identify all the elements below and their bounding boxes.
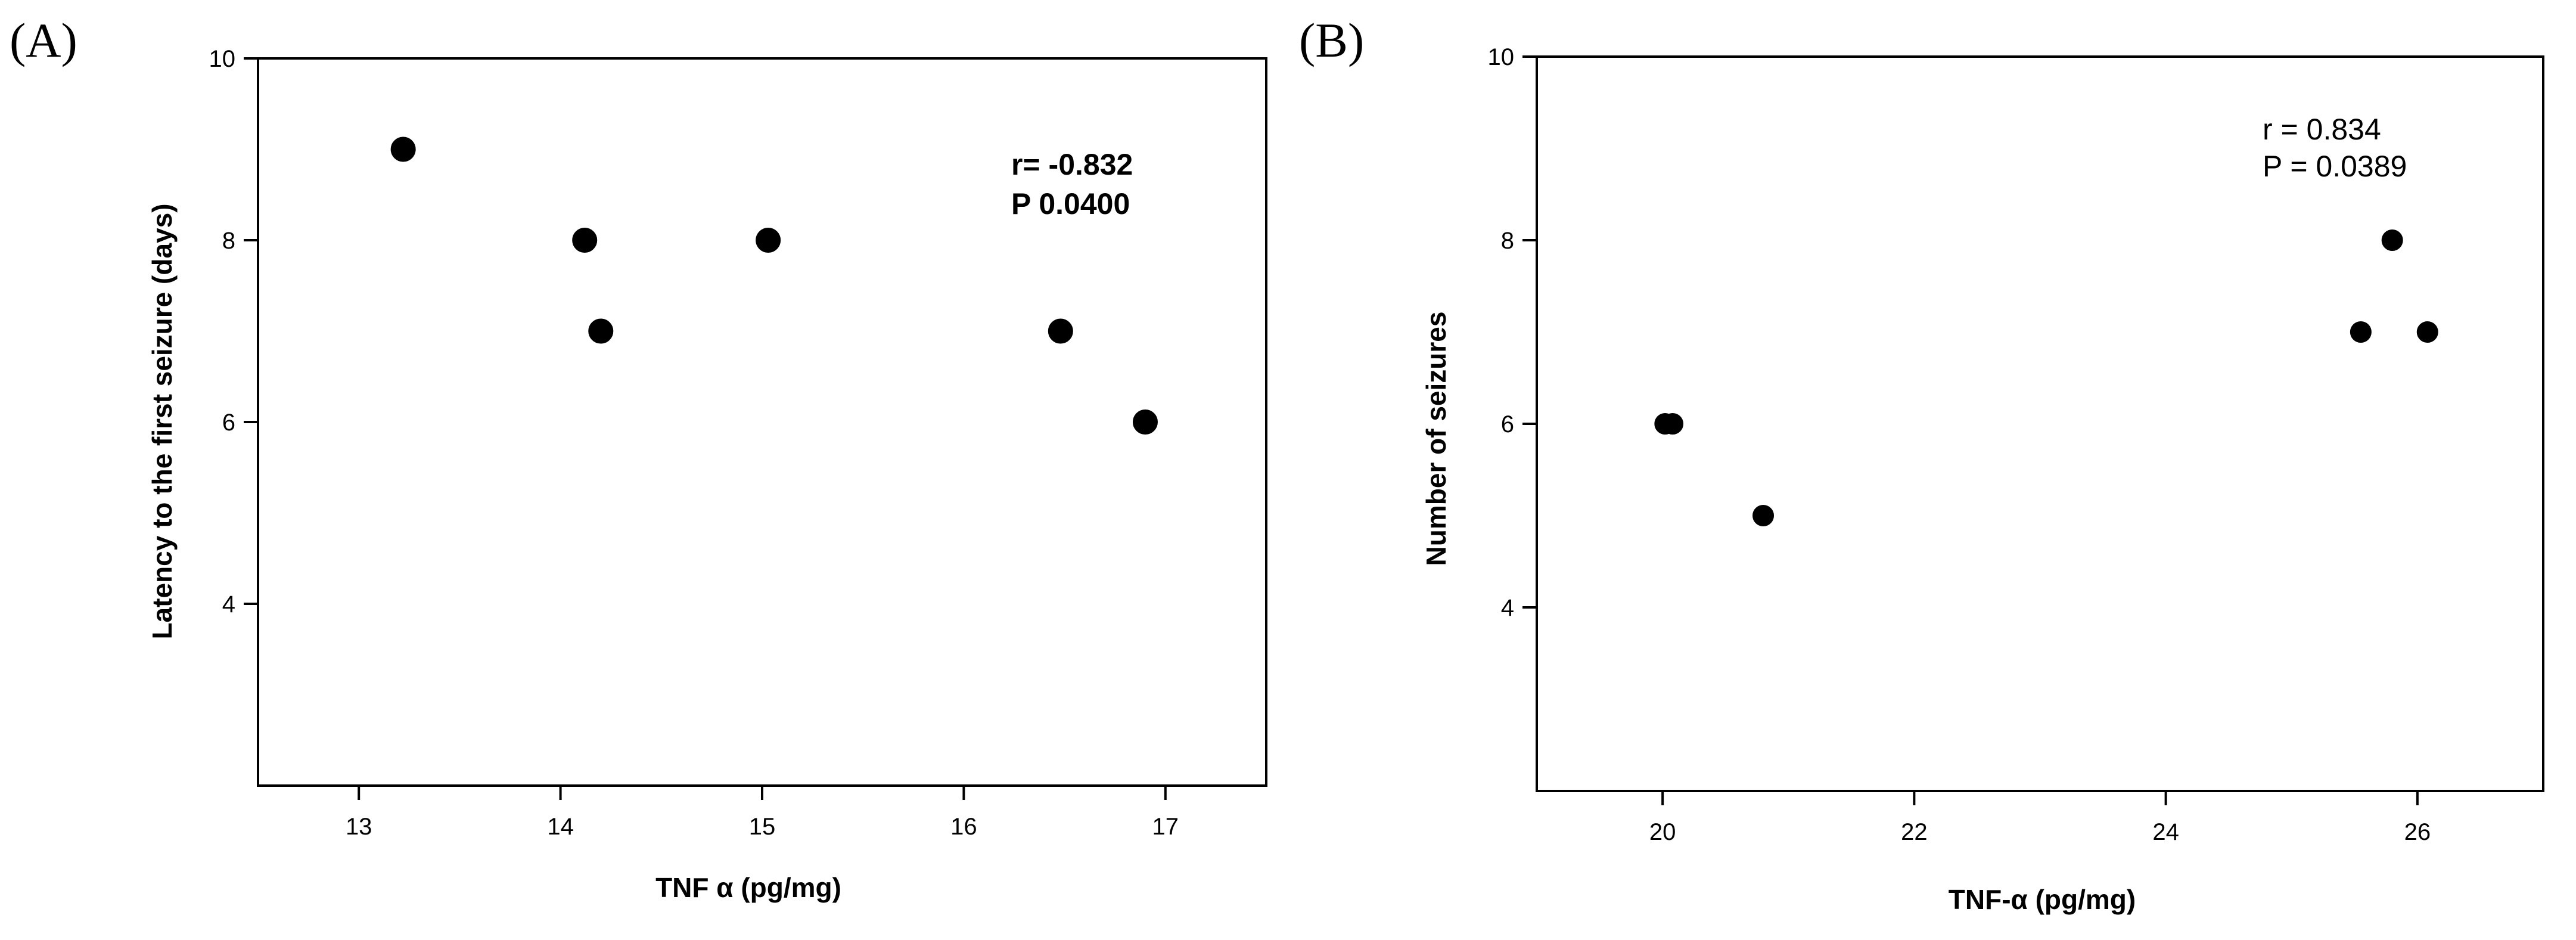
x-tick-label-a: 14: [547, 814, 574, 840]
data-point-b: [1752, 505, 1775, 526]
y-tick-label-b: 6: [1501, 411, 1514, 438]
panel-b: (B) 20 22 24 26 4 6 8 10 TNF-α (pg/mg) Number o…: [1299, 13, 2544, 915]
y-tick-label-a: 4: [222, 591, 235, 618]
data-point-a: [756, 228, 781, 253]
annotation-r-b: r = 0.834: [2263, 113, 2381, 146]
x-tick-label-b: 26: [2404, 819, 2431, 845]
annotation-p-a: P 0.0400: [1011, 187, 1130, 221]
panel-label-a: (A): [10, 13, 77, 67]
x-tick-label-b: 24: [2152, 819, 2179, 845]
y-tick-label-b: 10: [1488, 44, 1515, 70]
annotation-r-a: r= -0.832: [1011, 148, 1133, 181]
ticks-a: 13 14 15 16 17 4 6 8 10: [209, 46, 1179, 840]
data-point-b: [1662, 413, 1684, 435]
x-tick-label-a: 17: [1152, 814, 1179, 840]
data-point-b: [2381, 229, 2403, 251]
x-tick-label-a: 16: [950, 814, 977, 840]
y-tick-label-b: 4: [1501, 595, 1514, 621]
x-axis-title-b: TNF-α (pg/mg): [1949, 884, 2136, 915]
y-tick-label-b: 8: [1501, 228, 1514, 254]
data-point-b: [2350, 321, 2372, 343]
y-tick-label-a: 10: [209, 46, 236, 72]
y-axis-title-b: Number of seizures: [1421, 312, 1452, 566]
data-point-a: [1132, 409, 1158, 435]
panel-label-b: (B): [1299, 13, 1364, 67]
x-axis-title-a: TNF α (pg/mg): [655, 872, 841, 903]
data-point-a: [390, 136, 416, 162]
data-point-a: [1048, 318, 1073, 344]
y-tick-label-a: 6: [222, 409, 235, 436]
data-point-b: [2416, 321, 2438, 343]
x-tick-label-a: 13: [346, 814, 372, 840]
y-axis-title-a: Latency to the first seizure (days): [147, 203, 178, 639]
x-tick-label-a: 15: [749, 814, 776, 840]
data-point-a: [572, 228, 598, 253]
data-point-a: [588, 318, 614, 344]
panel-a: (A) 13 14 15 16 17 4 6 8 10 TNF α (pg/mg) Latenc…: [10, 13, 1267, 903]
points-b: [1654, 229, 2438, 526]
y-tick-label-a: 8: [222, 228, 235, 254]
annotation-p-b: P = 0.0389: [2263, 150, 2407, 183]
points-a: [390, 136, 1158, 435]
x-tick-label-b: 22: [1901, 819, 1928, 845]
x-tick-label-b: 20: [1649, 819, 1676, 845]
ticks-b: 20 22 24 26 4 6 8 10: [1488, 44, 2431, 845]
